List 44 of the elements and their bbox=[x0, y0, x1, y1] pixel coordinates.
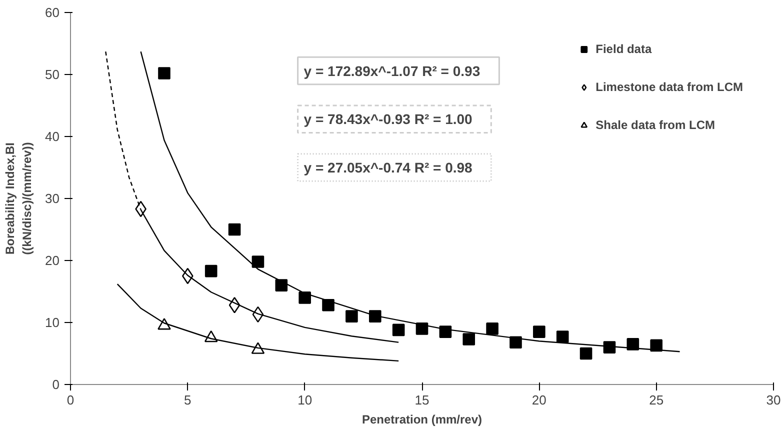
point bbox=[228, 223, 241, 236]
annotation: y = 27.05x^-0.74 R² = 0.98 bbox=[304, 160, 473, 176]
y-tick-label: 20 bbox=[45, 253, 60, 268]
point bbox=[392, 324, 405, 336]
point bbox=[533, 326, 546, 338]
legend-label: Limestone data from LCM bbox=[596, 80, 743, 94]
point bbox=[158, 67, 170, 80]
point bbox=[626, 338, 640, 350]
point bbox=[322, 298, 334, 312]
y-axis-title: Boreability Index,BI ((kN/disc)/(mm/rev)) bbox=[3, 142, 34, 255]
point bbox=[510, 336, 522, 348]
x-tick-label: 0 bbox=[66, 392, 74, 408]
point bbox=[650, 339, 662, 352]
point bbox=[603, 341, 616, 354]
point bbox=[439, 326, 452, 338]
x-tick-label: 10 bbox=[298, 392, 312, 408]
annotation: y = 172.89x^-1.07 R² = 0.93 bbox=[304, 62, 480, 79]
point bbox=[346, 310, 358, 322]
point bbox=[252, 256, 264, 268]
point bbox=[462, 333, 476, 346]
point bbox=[556, 330, 569, 343]
x-tick-label: 5 bbox=[184, 392, 192, 408]
x-tick-label: 30 bbox=[766, 392, 781, 408]
y-tick-label: 60 bbox=[45, 5, 60, 20]
point bbox=[580, 347, 592, 360]
legend-label: Field data bbox=[596, 42, 652, 56]
x-tick-label: 20 bbox=[532, 392, 546, 408]
point bbox=[486, 322, 498, 335]
point bbox=[275, 279, 288, 292]
x-tick-label: 25 bbox=[649, 392, 664, 408]
x-tick-label: 15 bbox=[414, 392, 430, 408]
annotation: y = 78.43x^-0.93 R² = 1.00 bbox=[304, 111, 473, 128]
y-tick-label: 40 bbox=[45, 129, 60, 144]
y-tick-label: 30 bbox=[45, 191, 60, 206]
y-tick-label: 0 bbox=[52, 377, 60, 392]
y-tick-label: 50 bbox=[45, 67, 60, 82]
point bbox=[416, 322, 428, 335]
line-series bbox=[116, 283, 400, 362]
point bbox=[368, 310, 382, 322]
y-tick-label: 10 bbox=[45, 315, 60, 330]
point bbox=[204, 264, 218, 278]
point bbox=[298, 292, 311, 304]
x-axis-title: Penetration (mm/rev) bbox=[362, 412, 482, 426]
legend-label: Shale data from LCM bbox=[596, 118, 715, 132]
